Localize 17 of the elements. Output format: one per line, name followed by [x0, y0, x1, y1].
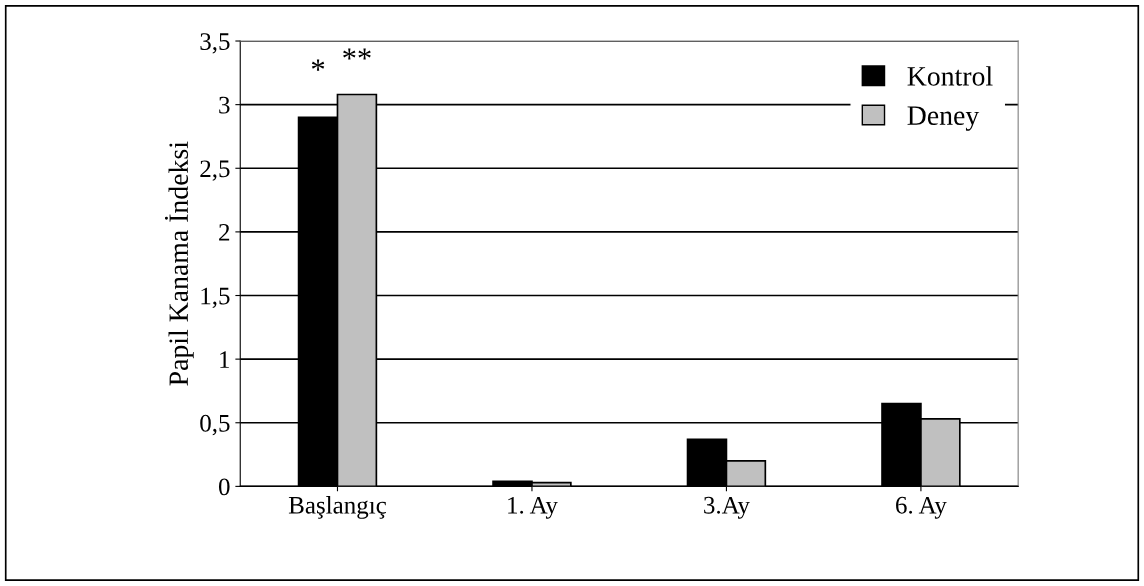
x-tick-label: 6. Ay	[896, 496, 947, 519]
y-tick-label: 1,5	[201, 287, 230, 309]
y-tick-label: 0	[218, 478, 230, 496]
y-tick-label: 3,5	[200, 33, 230, 54]
x-tick-label: Başlangıç	[288, 496, 386, 519]
y-tick-label: 3	[219, 96, 230, 114]
x-tick-label: 3.Ay	[704, 496, 750, 519]
y-tick-label: 1	[220, 351, 230, 368]
annotation: *	[311, 59, 325, 71]
annotation: **	[343, 48, 371, 60]
y-tick-label: 0,5	[200, 414, 230, 436]
x-tick-label: 1. Ay	[508, 496, 558, 519]
legend-label: Kontrol	[907, 66, 993, 86]
y-tick-label: 2,5	[200, 160, 230, 181]
legend-label: Deney	[907, 106, 980, 131]
y-tick-label: 2	[219, 224, 230, 241]
y-axis-title: Papil Kanama İndeksi	[164, 141, 194, 386]
